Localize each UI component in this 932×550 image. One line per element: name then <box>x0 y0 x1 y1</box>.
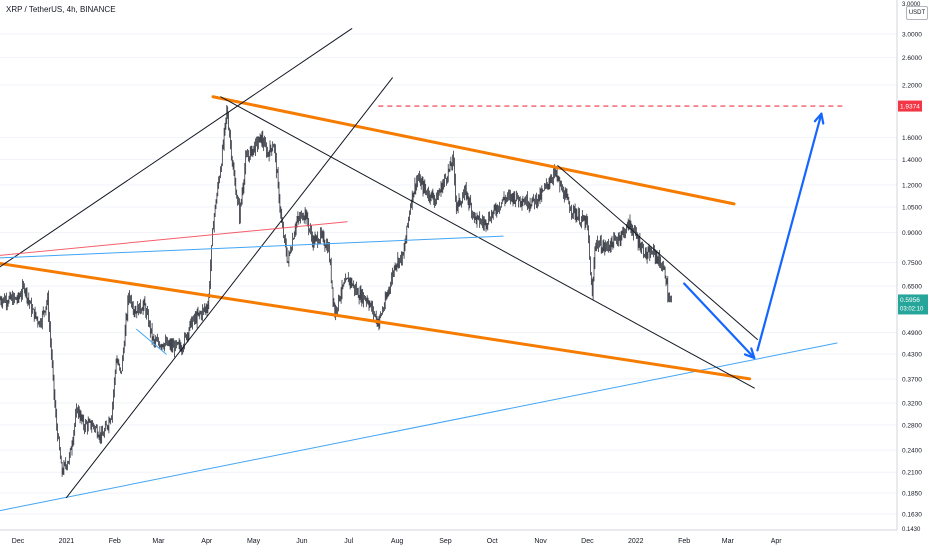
price-tick-label: 2.6000 <box>902 55 922 62</box>
price-tick-label: 3.0000 <box>902 32 922 39</box>
long-support[interactable] <box>0 342 838 512</box>
time-tick-label: Apr <box>201 538 213 545</box>
price-tick-label: 0.3700 <box>902 376 922 383</box>
light-blue-trend[interactable] <box>0 235 504 259</box>
price-tick-label: 0.1850 <box>902 491 922 498</box>
time-tick-label: Jul <box>344 538 353 545</box>
red-trend[interactable] <box>0 221 348 256</box>
time-axis-background <box>0 530 897 550</box>
price-tick-label: 0.6500 <box>902 284 922 291</box>
price-tick-label: 0.2400 <box>902 448 922 455</box>
time-tick-label: 2022 <box>628 538 644 545</box>
price-tick-label: 0.2800 <box>902 422 922 429</box>
time-tick-label: Apr <box>771 538 783 545</box>
price-tick-label: 0.3200 <box>902 400 922 407</box>
grid <box>0 33 897 515</box>
falling-channel-upper[interactable] <box>557 165 758 340</box>
price-tick-bottom: 0.1430 <box>902 527 921 533</box>
time-tick-label: Mar <box>722 538 735 545</box>
candles <box>0 105 672 477</box>
price-tick-top: 3.0000 <box>902 2 921 8</box>
time-tick-label: Dec <box>12 538 25 545</box>
time-tick-label: Dec <box>581 538 594 545</box>
chart-title: XRP / TetherUS, 4h, BINANCE <box>6 5 116 14</box>
upper-orange-channel[interactable] <box>211 95 736 206</box>
small-blue-trend[interactable] <box>136 328 167 355</box>
time-tick-label: Oct <box>487 538 498 545</box>
target-price-badge <box>898 100 922 112</box>
price-tick-label: 0.7500 <box>902 260 922 267</box>
target-price-label: 1.9374 <box>900 104 920 111</box>
price-tick-label: 1.6000 <box>902 135 922 142</box>
price-tick-label: 1.0500 <box>902 205 922 212</box>
price-tick-label: 0.2100 <box>902 470 922 477</box>
price-tick-label: 0.4300 <box>902 352 922 359</box>
time-tick-label: May <box>247 538 261 545</box>
time-tick-label: Jun <box>296 538 307 545</box>
time-tick-label: Aug <box>391 538 404 545</box>
price-tick-label: 0.1630 <box>902 512 922 519</box>
price-axis-background <box>897 0 932 550</box>
down-arrow[interactable] <box>683 282 756 360</box>
arrows[interactable] <box>683 112 825 360</box>
lower-orange-channel[interactable] <box>0 262 752 381</box>
price-tick-label: 0.4900 <box>902 330 922 337</box>
long-support-layer <box>0 342 838 512</box>
time-tick-label: Feb <box>678 538 690 545</box>
falling-channel-lower[interactable] <box>220 96 755 389</box>
price-tick-label: 0.9000 <box>902 230 922 237</box>
down-arrow-head <box>743 347 756 360</box>
rising-channel-lower[interactable] <box>65 77 393 499</box>
up-arrow[interactable] <box>756 112 823 352</box>
countdown-label: 03:02:10 <box>900 306 924 312</box>
price-tick-label: 2.2000 <box>902 83 922 90</box>
up-arrow-head <box>813 112 825 125</box>
price-tick-label: 1.2000 <box>902 183 922 190</box>
current-price-label: 0.5956 <box>900 297 920 304</box>
rising-channel-upper[interactable] <box>0 28 353 272</box>
time-tick-label: Mar <box>152 538 165 545</box>
time-tick-label: Feb <box>109 538 121 545</box>
current-price-badge <box>898 294 928 315</box>
price-axis[interactable]: 3.0000 2.6000 2.2000 1.6000 1.4000 1.2000 1.05… <box>896 0 932 550</box>
price-tick-label: 1.4000 <box>902 157 922 164</box>
time-tick-label: Sep <box>439 538 452 545</box>
trend-lines[interactable] <box>0 28 845 499</box>
time-axis[interactable]: Dec 2021 Feb Mar Apr May Jun Jul Aug Sep Oct Nov Dec… <box>0 529 897 550</box>
currency-button[interactable]: USDT <box>906 6 928 20</box>
time-tick-label: 2021 <box>59 538 75 545</box>
time-tick-label: Nov <box>534 538 547 545</box>
